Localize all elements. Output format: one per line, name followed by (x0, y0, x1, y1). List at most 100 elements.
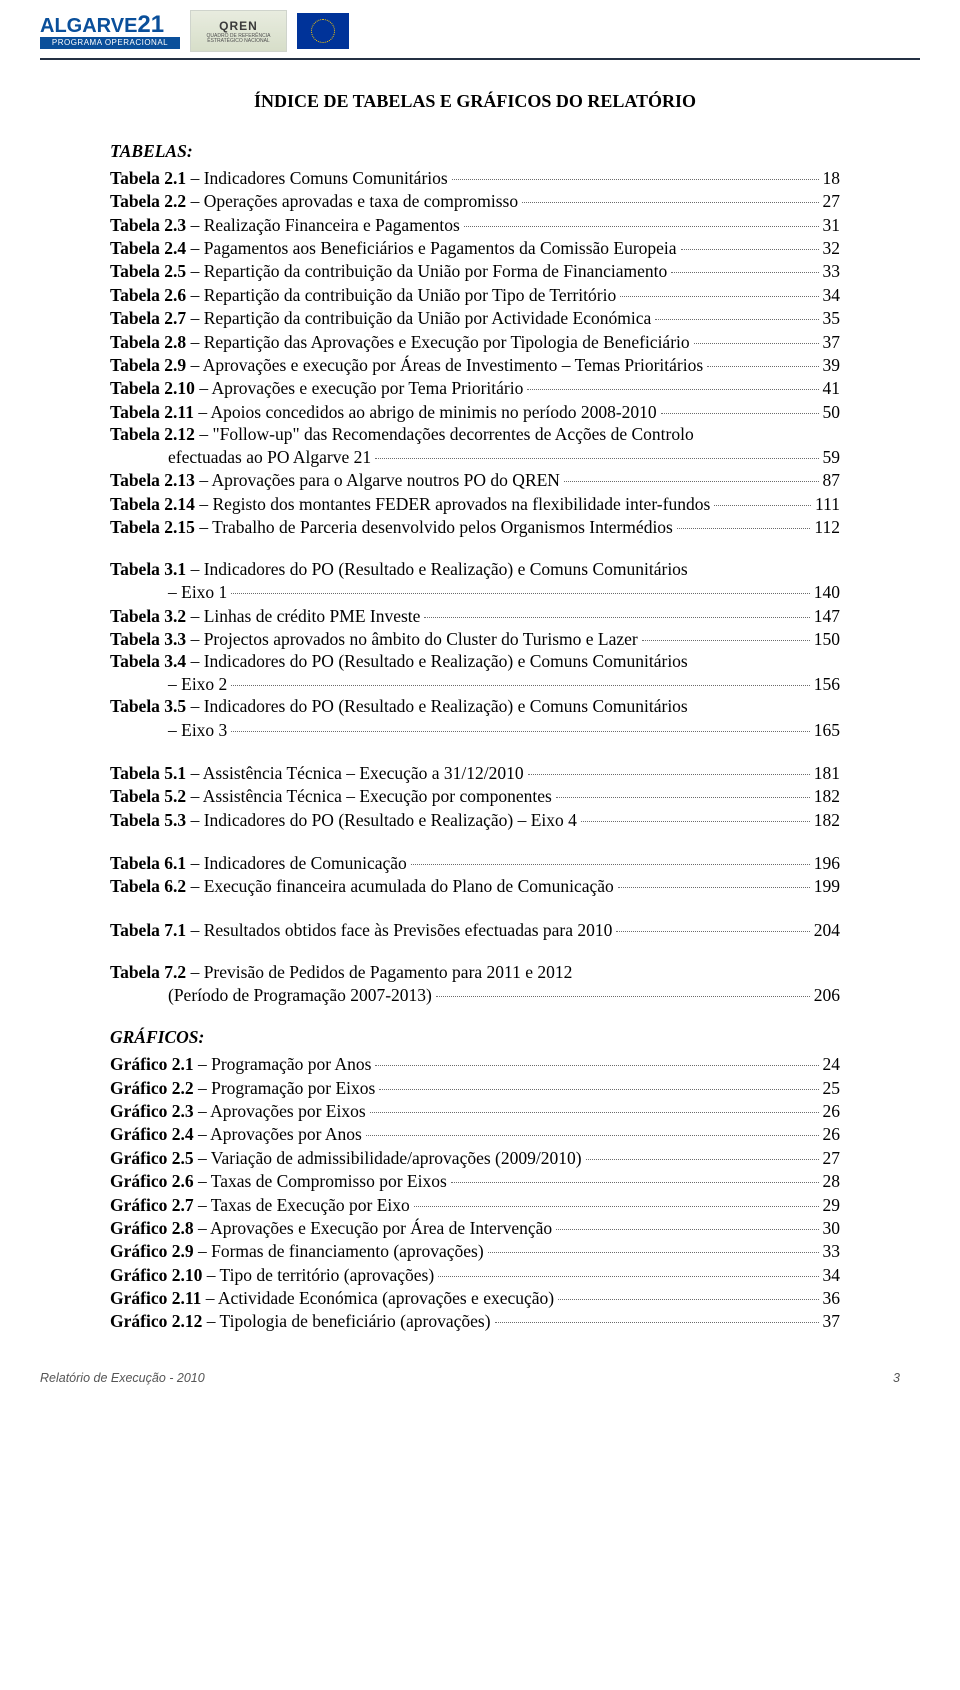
toc-entry: Gráfico 2.10 – Tipo de território (aprov… (110, 1263, 840, 1286)
toc-entry-continuation: – Eixo 1140 (110, 581, 840, 604)
toc-entry-title: – Execução financeira acumulada do Plano… (186, 876, 614, 896)
toc-entry: Tabela 6.2 – Execução financeira acumula… (110, 875, 840, 898)
toc-entry: Tabela 6.1 – Indicadores de Comunicação 1… (110, 852, 840, 875)
toc-entry-label: Gráfico 2.11 – Actividade Económica (apr… (110, 1288, 554, 1310)
toc-entry-number: Tabela 2.1 (110, 168, 186, 188)
toc-entry-label: Tabela 6.2 – Execução financeira acumula… (110, 876, 614, 898)
toc-entry: Gráfico 2.11 – Actividade Económica (apr… (110, 1287, 840, 1310)
toc-entry-title: – Taxas de Compromisso por Eixos (194, 1171, 447, 1191)
toc-entry: Tabela 2.12 – "Follow-up" das Recomendaç… (110, 424, 840, 446)
toc-page-number: 156 (814, 674, 840, 696)
toc-entry-title: – Tipo de território (aprovações) (202, 1265, 434, 1285)
document-title: ÍNDICE DE TABELAS E GRÁFICOS DO RELATÓRI… (110, 90, 840, 113)
toc-entry-label: Tabela 3.5 – Indicadores do PO (Resultad… (110, 696, 688, 718)
toc-entry-label: Tabela 2.3 – Realização Financeira e Pag… (110, 215, 460, 237)
toc-entry-title: – Aprovações por Eixos (194, 1101, 366, 1121)
toc-entry-title: – Indicadores do PO (Resultado e Realiza… (186, 559, 688, 579)
toc-entry-number: Tabela 3.5 (110, 696, 186, 716)
toc-block-tabela5: Tabela 5.1 – Assistência Técnica – Execu… (110, 761, 840, 831)
toc-page-number: 59 (823, 447, 841, 469)
toc-entry-title: – Indicadores do PO (Resultado e Realiza… (186, 651, 688, 671)
toc-page-number: 196 (814, 853, 840, 875)
toc-entry-number: Tabela 2.10 (110, 378, 195, 398)
toc-entry-label: Tabela 2.6 – Repartição da contribuição … (110, 285, 616, 307)
toc-entry-label: Tabela 2.13 – Aprovações para o Algarve … (110, 470, 560, 492)
toc-entry-label: Tabela 2.1 – Indicadores Comuns Comunitá… (110, 168, 448, 190)
toc-leader (366, 1123, 819, 1141)
toc-entry-label: Gráfico 2.4 – Aprovações por Anos (110, 1124, 362, 1146)
toc-entry-label: Gráfico 2.2 – Programação por Eixos (110, 1078, 375, 1100)
toc-page-number: 18 (823, 168, 841, 190)
toc-leader (671, 260, 818, 278)
toc-leader (370, 1100, 819, 1118)
toc-leader (527, 377, 818, 395)
toc-page-number: 36 (823, 1288, 841, 1310)
logo-algarve: ALGARVE21 PROGRAMA OPERACIONAL (40, 13, 180, 49)
toc-continuation-text: efectuadas ao PO Algarve 21 (168, 447, 371, 469)
toc-entry-continuation: – Eixo 3165 (110, 718, 840, 741)
toc-entry-label: Gráfico 2.12 – Tipologia de beneficiário… (110, 1311, 491, 1333)
toc-entry: Tabela 2.8 – Repartição das Aprovações e… (110, 330, 840, 353)
toc-entry-label: Tabela 6.1 – Indicadores de Comunicação (110, 853, 407, 875)
toc-entry: Gráfico 2.7 – Taxas de Execução por Eixo… (110, 1193, 840, 1216)
toc-page-number: 34 (823, 1265, 841, 1287)
toc-continuation-text: (Período de Programação 2007-2013) (168, 985, 432, 1007)
toc-page-number: 87 (823, 470, 841, 492)
toc-entry-label: Tabela 5.1 – Assistência Técnica – Execu… (110, 763, 524, 785)
toc-entry-title: – Indicadores do PO (Resultado e Realiza… (186, 696, 688, 716)
toc-entry-number: Tabela 3.3 (110, 629, 186, 649)
toc-page-number: 24 (823, 1054, 841, 1076)
toc-entry: Gráfico 2.1 – Programação por Anos24 (110, 1053, 840, 1076)
toc-entry: Tabela 2.5 – Repartição da contribuição … (110, 260, 840, 283)
toc-entry-number: Tabela 2.14 (110, 494, 195, 514)
toc-entry-label: Tabela 3.4 – Indicadores do PO (Resultad… (110, 651, 688, 673)
toc-entry-title: – Operações aprovadas e taxa de compromi… (186, 191, 518, 211)
toc-entry-label: Tabela 2.9 – Aprovações e execução por Á… (110, 355, 703, 377)
toc-entry: Tabela 3.4 – Indicadores do PO (Resultad… (110, 651, 840, 673)
toc-page-number: 33 (823, 261, 841, 283)
toc-continuation-text: – Eixo 2 (168, 674, 227, 696)
footer-left: Relatório de Execução - 2010 (40, 1371, 205, 1387)
toc-entry: Tabela 3.3 – Projectos aprovados no âmbi… (110, 628, 840, 651)
toc-entry-label: Tabela 2.7 – Repartição da contribuição … (110, 308, 651, 330)
toc-leader (556, 1216, 818, 1234)
toc-page-number: 111 (815, 494, 840, 516)
toc-page-number: 206 (814, 985, 840, 1007)
toc-entry-title: – Aprovações para o Algarve noutros PO d… (195, 470, 560, 490)
toc-entry-continuation: efectuadas ao PO Algarve 21 59 (110, 445, 840, 468)
toc-entry-number: Tabela 3.2 (110, 606, 186, 626)
toc-page-number: 31 (823, 215, 841, 237)
toc-entry-title: – Actividade Económica (aprovações e exe… (201, 1288, 554, 1308)
toc-leader (379, 1076, 818, 1094)
toc-entry: Tabela 7.1 – Resultados obtidos face às … (110, 918, 840, 941)
logo-qren-title: QREN (219, 19, 258, 34)
toc-entry-label: Tabela 2.4 – Pagamentos aos Beneficiário… (110, 238, 677, 260)
toc-entry-label: Tabela 2.15 – Trabalho de Parceria desen… (110, 517, 673, 539)
toc-page-number: 25 (823, 1078, 841, 1100)
toc-entry-label: Tabela 7.1 – Resultados obtidos face às … (110, 920, 612, 942)
toc-leader (707, 353, 818, 371)
toc-page-number: 27 (823, 191, 841, 213)
toc-entry-title: – Repartição da contribuição da União po… (186, 261, 667, 281)
toc-entry-title: – Indicadores de Comunicação (186, 853, 407, 873)
section-heading-tabelas: TABELAS: (110, 141, 840, 163)
toc-block-graficos: Gráfico 2.1 – Programação por Anos24Gráf… (110, 1053, 840, 1334)
toc-entry: Tabela 2.6 – Repartição da contribuição … (110, 283, 840, 306)
toc-leader (436, 984, 810, 1002)
toc-entry-label: Tabela 2.2 – Operações aprovadas e taxa … (110, 191, 518, 213)
toc-entry-number: Tabela 6.2 (110, 876, 186, 896)
toc-entry-number: Tabela 6.1 (110, 853, 186, 873)
toc-entry-title: – Projectos aprovados no âmbito do Clust… (186, 629, 638, 649)
toc-entry-title: – Repartição das Aprovações e Execução p… (186, 332, 689, 352)
toc-entry-number: Gráfico 2.4 (110, 1124, 194, 1144)
toc-entry-title: – Aprovações por Anos (194, 1124, 362, 1144)
toc-entry-label: Tabela 2.14 – Registo dos montantes FEDE… (110, 494, 710, 516)
toc-page-number: 181 (814, 763, 840, 785)
logo-algarve-text: ALGARVE (40, 15, 137, 37)
logo-algarve-21: 21 (137, 11, 164, 38)
toc-entry: Tabela 2.2 – Operações aprovadas e taxa … (110, 190, 840, 213)
toc-entry: Tabela 5.2 – Assistência Técnica – Execu… (110, 785, 840, 808)
toc-entry-title: – Apoios concedidos ao abrigo de minimis… (194, 402, 657, 422)
toc-entry-number: Gráfico 2.10 (110, 1265, 202, 1285)
toc-entry: Tabela 3.2 – Linhas de crédito PME Inves… (110, 604, 840, 627)
